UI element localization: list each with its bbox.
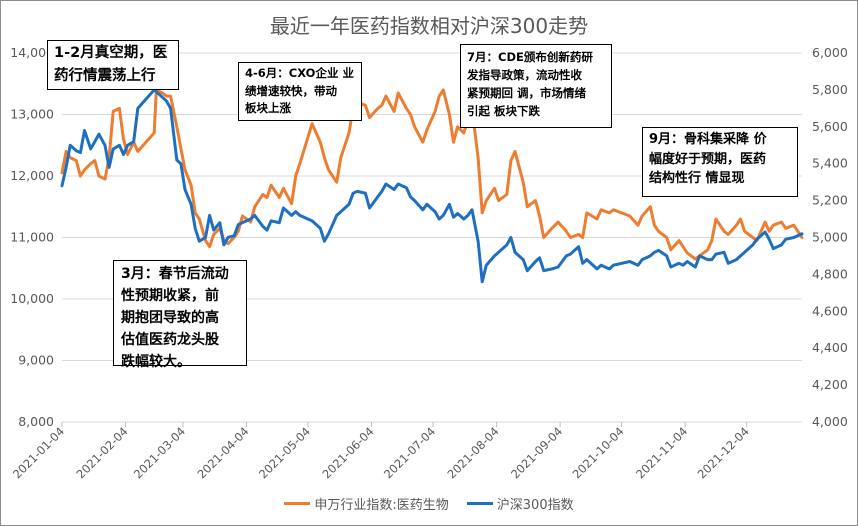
annotation-jan-feb: 1-2月真空期，医 药行情震荡上行	[47, 40, 179, 90]
series-line-csi300	[60, 88, 804, 284]
y-right-tick-label: 4,400	[812, 340, 848, 355]
legend-item-csi300[interactable]: 沪深300指数	[466, 494, 574, 513]
y-right-tick-label: 6,000	[812, 45, 848, 60]
y-right-tick-label: 4,200	[812, 377, 848, 392]
y-left-tick-label: 9,000	[18, 353, 54, 368]
chart-title: 最近一年医药指数相对沪深300走势	[269, 14, 589, 38]
y-right-tick-label: 5,000	[812, 230, 848, 245]
y-left-tick-label: 8,000	[18, 414, 54, 429]
annotation-apr-jun: 4-6月：CXO企业 业 绩增速较快，带动 板块上涨	[238, 62, 362, 121]
x-tick-label: 2021-05-04	[256, 424, 313, 481]
x-tick-label: 2021-08-04	[445, 424, 502, 481]
y-left-tick-label: 11,000	[10, 230, 54, 245]
x-tick-label: 2021-02-04	[74, 424, 131, 481]
legend-item-pharma[interactable]: 申万行业指数:医药生物	[284, 494, 449, 513]
y-right-tick-label: 4,600	[812, 303, 848, 318]
legend-label-pharma: 申万行业指数:医药生物	[314, 498, 449, 513]
series-line-pharma	[60, 88, 804, 261]
legend-swatch-csi300	[466, 502, 493, 505]
x-tick-label: 2021-09-04	[508, 424, 565, 481]
y-right-tick-label: 4,000	[812, 414, 848, 429]
y-right-tick-label: 5,400	[812, 156, 848, 171]
y-left-tick-label: 14,000	[10, 45, 54, 60]
y-right-tick-label: 5,600	[812, 119, 848, 134]
legend-swatch-pharma	[284, 502, 311, 505]
y-right-tick-label: 5,200	[812, 193, 848, 208]
annotation-sep: 9月：骨科集采降 价 幅度好于预期，医药 结构性行 情显现	[642, 127, 798, 197]
chart-legend: 申万行业指数:医药生物 沪深300指数	[0, 494, 858, 513]
x-tick-label: 2021-06-04	[319, 424, 376, 481]
y-right-tick-label: 4,800	[812, 266, 848, 281]
y-right-tick-label: 5,800	[812, 82, 848, 97]
x-tick-label: 2021-07-04	[381, 424, 438, 481]
annotation-mar: 3月：春节后流动 性预期收紧，前 期抱团导致的高 估值医药龙头股 跌幅较大。	[113, 260, 247, 370]
y-left-tick-label: 10,000	[10, 291, 54, 306]
x-tick-label: 2021-04-04	[194, 424, 251, 481]
x-tick-label: 2021-11-04	[633, 424, 690, 481]
x-tick-label: 2021-03-04	[131, 424, 188, 481]
x-tick-label: 2021-12-04	[695, 424, 752, 481]
y-left-tick-label: 13,000	[10, 107, 54, 122]
annotation-jul: 7月：CDE颁布创新药研 发指导政策，流动性收 紧预期回 调，市场情绪 引起 板…	[460, 44, 612, 128]
x-tick-label: 2021-10-04	[570, 424, 627, 481]
y-left-tick-label: 12,000	[10, 168, 54, 183]
x-tick-label: 2021-01-04	[10, 424, 67, 481]
legend-label-csi300: 沪深300指数	[496, 498, 574, 513]
